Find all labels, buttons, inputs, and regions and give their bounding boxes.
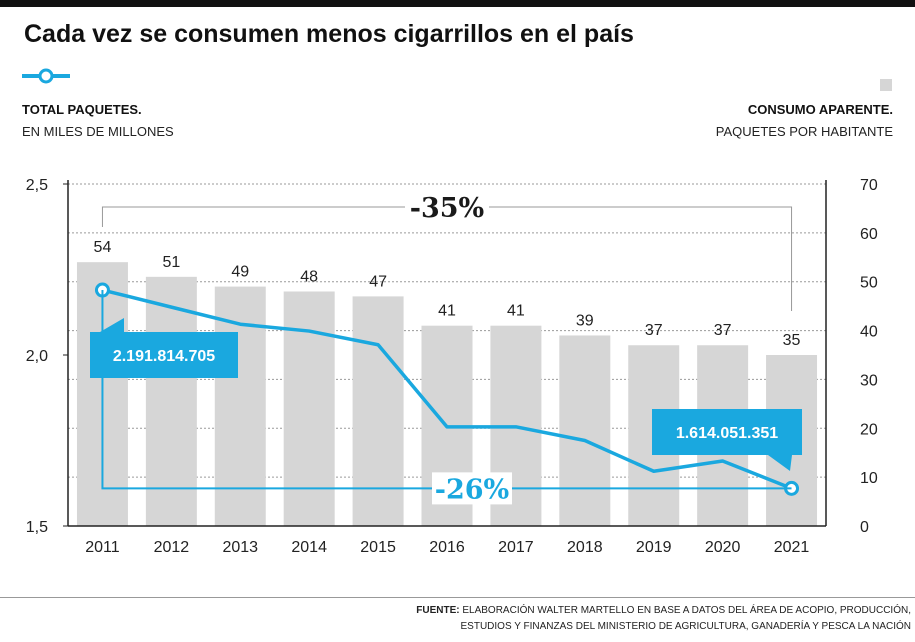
chart-area: 54 51 49 48 47 41 41 39 37 37 35 -35% 2,5 2,0 1,5 70… — [26, 177, 878, 556]
right-axis-title: CONSUMO APARENTE. — [747, 102, 893, 117]
right-axis-tick-label: 60 — [860, 226, 878, 243]
source-text-line2: ESTUDIOS Y FINANZAS DEL MINISTERIO DE AG… — [460, 621, 911, 632]
right-axis-tick-label: 10 — [860, 470, 878, 487]
bar-value-label: 37 — [645, 322, 663, 339]
bar-value-label: 54 — [94, 239, 112, 256]
bar-change-bracket: -35% — [101, 191, 793, 311]
bar-legend-icon — [880, 79, 892, 91]
bar — [145, 276, 197, 526]
bar-change-label: -35% — [410, 193, 484, 224]
left-axis-tick-label: 2,0 — [26, 348, 48, 365]
left-axis-tick-label: 2,5 — [26, 177, 48, 194]
bar — [559, 335, 611, 526]
bracket-label-bg — [405, 191, 489, 223]
right-axis-tick-label: 30 — [860, 372, 878, 389]
chart-title: Cada vez se consumen menos cigarrillos e… — [24, 20, 634, 48]
bar — [283, 291, 335, 526]
bar-value-label: 49 — [231, 264, 249, 281]
right-axis-tick-label: 40 — [860, 324, 878, 341]
start-value-label: 2.191.814.705 — [113, 348, 215, 365]
left-axis-ticks: 2,5 2,0 1,5 — [26, 177, 48, 536]
line-change-label: -26% — [435, 474, 509, 505]
source-text-line1: ELABORACIÓN WALTER MARTELLO EN BASE A DA… — [462, 605, 911, 616]
bar-value-label: 37 — [714, 322, 732, 339]
line-annotations: -26% 2.191.814.705 1.614.051.351 — [90, 290, 802, 505]
bar-value-label: 41 — [507, 303, 525, 320]
left-axis-title: TOTAL PAQUETES. — [22, 102, 142, 117]
left-axis-tick-label: 1,5 — [26, 519, 48, 536]
source-footer: FUENTE: ELABORACIÓN WALTER MARTELLO EN B… — [351, 603, 911, 635]
line-legend-icon — [22, 68, 70, 84]
bar-value-label: 48 — [300, 268, 318, 285]
top-rule — [0, 0, 915, 7]
x-axis-tick-label: 2021 — [774, 539, 810, 556]
x-axis-tick-label: 2017 — [498, 539, 534, 556]
x-axis-tick-label: 2020 — [705, 539, 741, 556]
right-axis-tick-label: 20 — [860, 421, 878, 438]
x-axis-tick-label: 2012 — [154, 539, 190, 556]
end-value-label: 1.614.051.351 — [676, 425, 778, 442]
x-axis-tick-label: 2019 — [636, 539, 672, 556]
axes — [63, 180, 827, 527]
x-axis-tick-label: 2018 — [567, 539, 603, 556]
x-axis-tick-label: 2011 — [85, 539, 120, 556]
bar — [352, 296, 404, 526]
bar-value-label: 39 — [576, 312, 594, 329]
bar-value-label: 35 — [783, 332, 801, 349]
bar-value-labels: 54 51 49 48 47 41 41 39 37 37 35 — [94, 239, 801, 349]
start-value-callout — [90, 318, 238, 378]
footer-rule — [0, 597, 915, 598]
x-axis-tick-label: 2015 — [360, 539, 396, 556]
right-axis-tick-label: 50 — [860, 275, 878, 292]
right-axis-tick-label: 0 — [860, 519, 869, 536]
x-axis-tick-label: 2016 — [429, 539, 465, 556]
bar-value-label: 51 — [162, 254, 180, 271]
right-axis-tick-label: 70 — [860, 177, 878, 194]
x-axis-tick-label: 2013 — [222, 539, 258, 556]
line-change-label-bg — [432, 472, 512, 505]
x-axis-ticks: 2011 2012 2013 2014 2015 2016 2017 2018 2019 2020… — [85, 539, 809, 556]
right-axis-subtitle: PAQUETES POR HABITANTE — [715, 124, 893, 139]
end-value-callout — [652, 409, 802, 471]
source-label: FUENTE: — [416, 605, 460, 616]
right-axis-ticks: 70 60 50 40 30 20 10 0 — [860, 177, 878, 536]
total-packages-line — [102, 288, 793, 491]
bar-value-label: 41 — [438, 303, 456, 320]
left-axis-subtitle: EN MILES DE MILLONES — [22, 124, 174, 139]
bar-value-label: 47 — [369, 273, 387, 290]
x-axis-tick-label: 2014 — [291, 539, 327, 556]
